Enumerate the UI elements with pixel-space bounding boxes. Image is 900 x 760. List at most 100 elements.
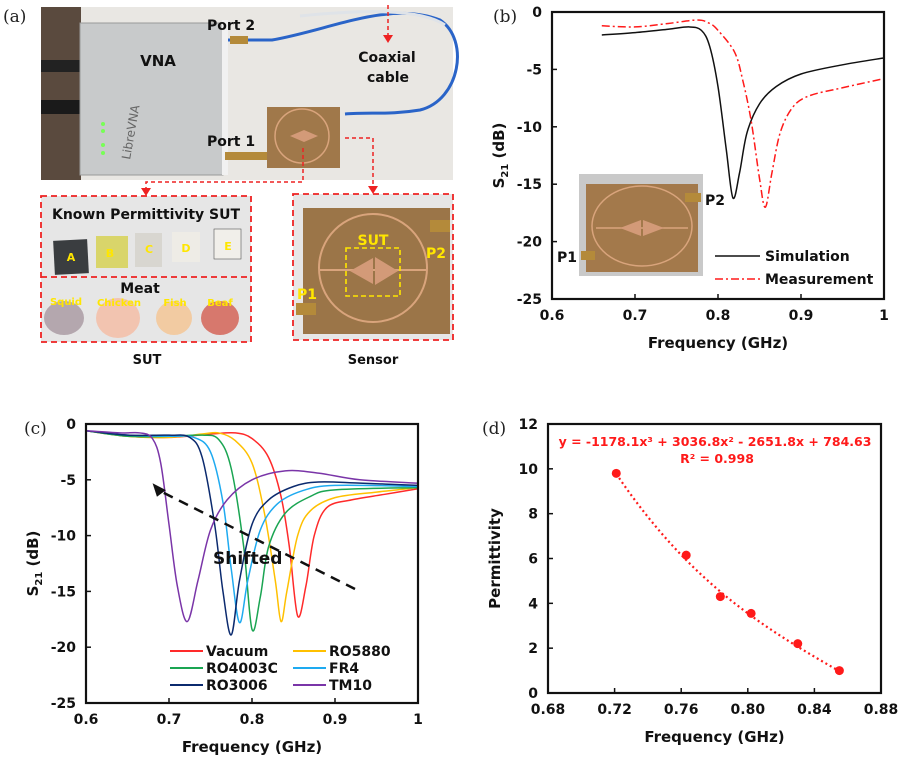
panel-label-a: (a)	[3, 7, 26, 27]
legend-label-ro5880: RO5880	[329, 644, 391, 660]
port1-connector	[225, 152, 270, 160]
caption-sensor: Sensor	[348, 353, 399, 368]
inset-p2-label: P2	[705, 193, 725, 209]
y-tick-label-d: 8	[528, 507, 538, 523]
caption-sut: SUT	[133, 353, 162, 368]
x-tick-label-c: 1	[413, 712, 423, 728]
sensor-p1-label: P1	[297, 287, 317, 303]
legend-b: Simulation Measurement	[715, 249, 874, 288]
x-axis-title-c: Frequency (GHz)	[182, 738, 322, 756]
y-tick-label-b: 0	[532, 5, 542, 21]
panel-label-d: (d)	[482, 419, 506, 439]
sensor-sut-label: SUT	[357, 233, 388, 249]
legend-label-measurement: Measurement	[765, 272, 874, 288]
y-tick-label-c: 0	[66, 417, 76, 433]
x-tick-label-c: 0.6	[74, 712, 99, 728]
x-tick-label-b: 0.9	[789, 308, 814, 324]
x-tick-label-b: 1	[879, 308, 889, 324]
data-point	[681, 550, 691, 560]
meat-chicken-label: Chicken	[97, 298, 141, 309]
y-axis-title-b: S21 (dB)	[490, 123, 511, 189]
port2-label: Port 2	[207, 18, 255, 34]
y-tick-label-b: -10	[517, 120, 543, 136]
y-tick-label-c: -25	[51, 696, 76, 712]
series-simulation-line	[601, 26, 884, 200]
sensor-p2-label: P2	[426, 246, 446, 262]
sut-region	[345, 247, 401, 297]
x-tick-label-d: 0.88	[864, 702, 899, 718]
series-ro3006-line	[86, 429, 418, 636]
x-tick-label-d: 0.80	[731, 702, 766, 718]
panel-label-b: (b)	[493, 7, 517, 27]
series-ro4003c-line	[86, 429, 418, 632]
y-tick-label-c: -20	[51, 640, 77, 656]
coaxial-cable	[228, 11, 459, 116]
panel-a: (a) LibreVNA VNA Port 2 Port 1 Coaxial c…	[3, 5, 459, 368]
inset-p1-label: P1	[557, 250, 577, 266]
sample-c-label: C	[145, 243, 153, 256]
x-tick-label-b: 0.7	[623, 308, 648, 324]
panel-b: (b) P1 P2 0.6 0.7 0.8 0.9 1 0 -5 -10 -15 -20 -25 Fr…	[490, 5, 889, 352]
meat-beaf-label: Beaf	[207, 298, 233, 309]
data-point	[715, 592, 725, 602]
y-tick-label-b: -25	[517, 292, 542, 308]
data-point	[746, 608, 756, 618]
y-tick-label-b: -20	[517, 235, 543, 251]
y-tick-label-d: 2	[528, 641, 538, 657]
legend-label-ro3006: RO3006	[206, 678, 268, 694]
fit-equation: y = -1178.1x³ + 3036.8x² - 2651.8x + 784…	[559, 434, 872, 449]
x-tick-label-b: 0.8	[706, 308, 731, 324]
inset-photo: P1 P2	[557, 174, 725, 276]
y-axis-title-d: Permittivity	[486, 508, 504, 609]
fit-curve	[615, 473, 840, 673]
sut-box-title: Known Permittivity SUT	[52, 207, 241, 223]
vna-label: VNA	[140, 52, 176, 70]
sample-b-label: B	[106, 247, 114, 260]
sample-e-label: E	[224, 240, 232, 253]
panel-label-c: (c)	[24, 419, 47, 439]
x-tick-label-c: 0.8	[240, 712, 265, 728]
legend-label-tm10: TM10	[329, 678, 372, 694]
series-measurement-line	[601, 19, 884, 208]
x-axis-title-b: Frequency (GHz)	[648, 334, 788, 352]
data-point	[611, 468, 621, 478]
meat-title: Meat	[120, 281, 160, 297]
shift-arrow	[157, 488, 356, 591]
y-tick-label-d: 10	[519, 462, 539, 478]
legend-label-vacuum: Vacuum	[206, 644, 268, 660]
y-tick-label-b: -15	[517, 177, 542, 193]
y-tick-label-c: -10	[51, 529, 77, 545]
x-tick-label-d: 0.72	[597, 702, 632, 718]
sample-d-label: D	[181, 242, 190, 255]
coax-label-1: Coaxial	[358, 50, 415, 66]
y-tick-label-b: -5	[526, 62, 542, 78]
y-tick-label-d: 4	[528, 596, 538, 612]
x-tick-label-b: 0.6	[540, 308, 565, 324]
legend-label-fr4: FR4	[329, 661, 359, 677]
vna-device	[79, 22, 224, 176]
y-tick-label-c: -15	[51, 584, 76, 600]
connector-arrows	[145, 137, 374, 190]
fit-r-squared: R² = 0.998	[680, 451, 754, 466]
meat-fish-label: Fish	[163, 298, 186, 309]
sample-a-label: A	[67, 251, 76, 264]
y-tick-label-c: -5	[60, 473, 76, 489]
x-tick-label-c: 0.9	[323, 712, 348, 728]
x-tick-label-d: 0.84	[797, 702, 832, 718]
meat-squid-label: Squid	[50, 297, 82, 308]
shift-annotation: Shifted	[213, 549, 282, 569]
legend-label-ro4003c: RO4003C	[206, 661, 278, 677]
port2-connector	[230, 36, 248, 44]
x-axis-title-d: Frequency (GHz)	[644, 728, 784, 746]
legend-c: Vacuum RO5880 RO4003C FR4 RO3006 TM10	[170, 644, 391, 694]
sensor-box: SUT P1 P2	[292, 193, 454, 341]
x-tick-label-c: 0.7	[157, 712, 182, 728]
sut-box: Known Permittivity SUT A B C D E Meat Sq…	[40, 195, 252, 343]
setup-photo: LibreVNA VNA Port 2 Port 1 Coaxial cable	[41, 5, 459, 180]
panel-d: (d) 0.68 0.72 0.76 0.80 0.84 0.88 12 10 8 6 4 2 0 Fre…	[482, 417, 898, 746]
series-tm10-line	[86, 429, 418, 623]
legend-label-simulation: Simulation	[765, 249, 850, 265]
y-tick-label-d: 6	[528, 552, 538, 568]
y-axis-title-c: S21 (dB)	[24, 531, 45, 597]
